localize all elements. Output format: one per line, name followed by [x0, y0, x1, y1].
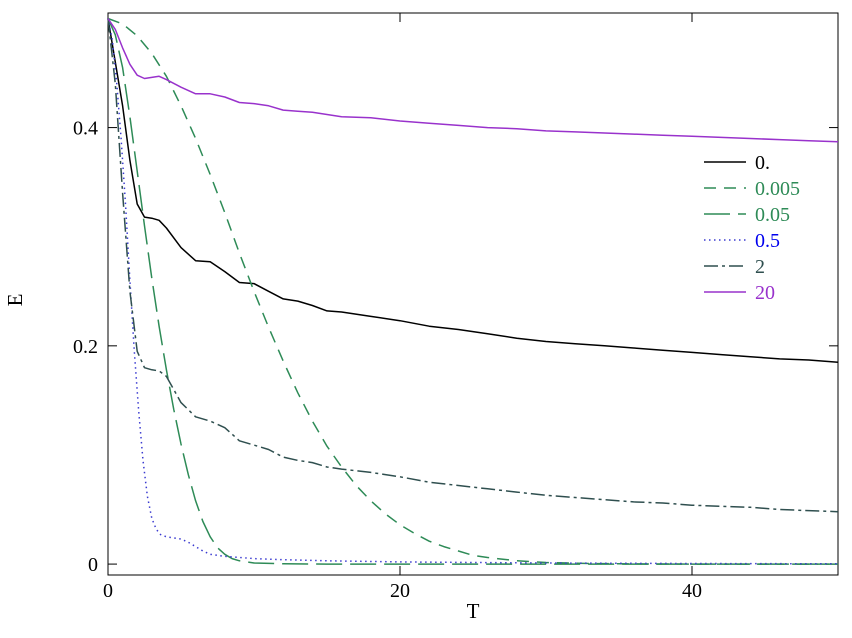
legend-label-0: 0. [755, 152, 770, 174]
series-line-4 [107, 18, 839, 513]
y-tick-label: 0.4 [73, 118, 98, 140]
legend-label-5: 20 [755, 282, 775, 304]
y-tick-label: 0 [88, 554, 98, 576]
series-layer [107, 17, 839, 565]
x-tick-label: 0 [103, 580, 113, 602]
y-axis-label: E [3, 294, 27, 307]
legend-label-3: 0.5 [755, 230, 780, 252]
legend: 0. 0.005 0.05 0.5 2 20 [704, 152, 800, 304]
series-line-2 [107, 18, 838, 565]
series-line-0 [107, 18, 839, 363]
plot-frame [107, 12, 839, 576]
series-line-1 [107, 17, 838, 565]
series-line-3 [107, 18, 839, 565]
legend-label-4: 2 [755, 256, 765, 278]
y-tick-label: 0.2 [73, 336, 98, 358]
series-line-5 [107, 18, 839, 143]
x-tick-label: 20 [390, 580, 410, 602]
legend-label-1: 0.005 [755, 178, 800, 200]
legend-label-2: 0.05 [755, 204, 790, 226]
x-axis-label: T [467, 599, 480, 623]
x-tick-label: 40 [682, 580, 702, 602]
